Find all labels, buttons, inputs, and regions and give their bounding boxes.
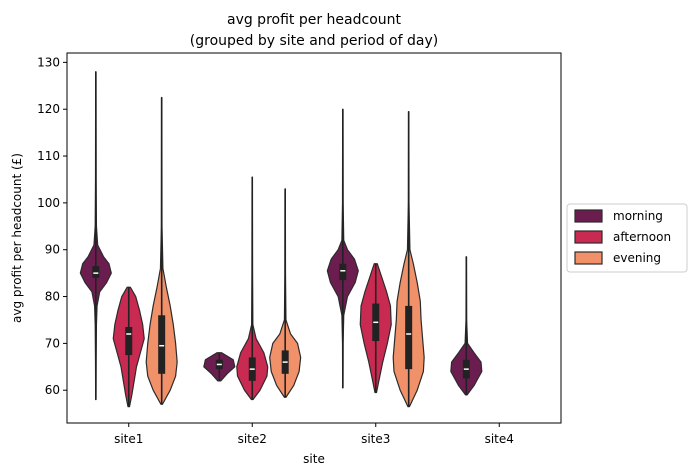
legend-swatch-morning	[574, 209, 603, 223]
violin-iqr-box	[405, 305, 413, 370]
y-tick-label: 60	[45, 383, 60, 397]
legend-swatch-afternoon	[574, 230, 603, 244]
legend-label-morning: morning	[613, 209, 663, 223]
legend: morning afternoon evening	[566, 203, 688, 273]
x-tick-label: site4	[485, 432, 514, 446]
y-tick-label: 90	[45, 243, 60, 257]
y-tick-label: 80	[45, 290, 60, 304]
violin-iqr-box	[92, 266, 100, 278]
plot-frame	[66, 52, 562, 424]
y-axis: 60 70 80 90 100 110 120 130	[37, 55, 67, 397]
chart-title-line2: (grouped by site and period of day)	[190, 33, 438, 49]
violin-iqr-box	[125, 326, 133, 356]
x-tick-label: site3	[361, 432, 390, 446]
y-axis-label: avg profit per headcount (£)	[10, 153, 24, 323]
y-tick-label: 70	[45, 336, 60, 350]
y-tick-label: 130	[37, 55, 60, 69]
violin-iqr-box	[339, 263, 347, 281]
x-axis: site1 site2 site3 site4	[114, 423, 514, 446]
y-tick-label: 120	[37, 102, 60, 116]
x-tick-label: site2	[238, 432, 267, 446]
violin-iqr-box	[158, 315, 166, 374]
y-tick-label: 100	[37, 196, 60, 210]
x-tick-label: site1	[114, 432, 143, 446]
legend-label-evening: evening	[613, 251, 661, 265]
legend-label-afternoon: afternoon	[613, 230, 671, 244]
x-axis-label: site	[303, 452, 325, 466]
y-tick-label: 110	[37, 149, 60, 163]
violin-layer	[79, 71, 483, 408]
legend-swatch-evening	[574, 251, 603, 265]
chart-title-line1: avg profit per headcount	[227, 12, 402, 28]
